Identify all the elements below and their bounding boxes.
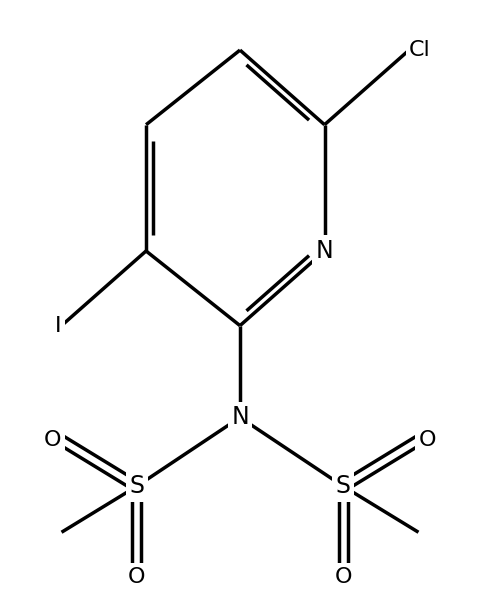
Text: S: S [336, 474, 351, 498]
Text: O: O [44, 431, 61, 450]
Text: O: O [128, 567, 145, 587]
Text: I: I [55, 316, 61, 335]
Text: Cl: Cl [409, 40, 431, 60]
Text: O: O [335, 567, 352, 587]
Text: N: N [231, 405, 249, 429]
Text: N: N [316, 239, 334, 263]
Text: S: S [129, 474, 144, 498]
Text: O: O [419, 431, 436, 450]
